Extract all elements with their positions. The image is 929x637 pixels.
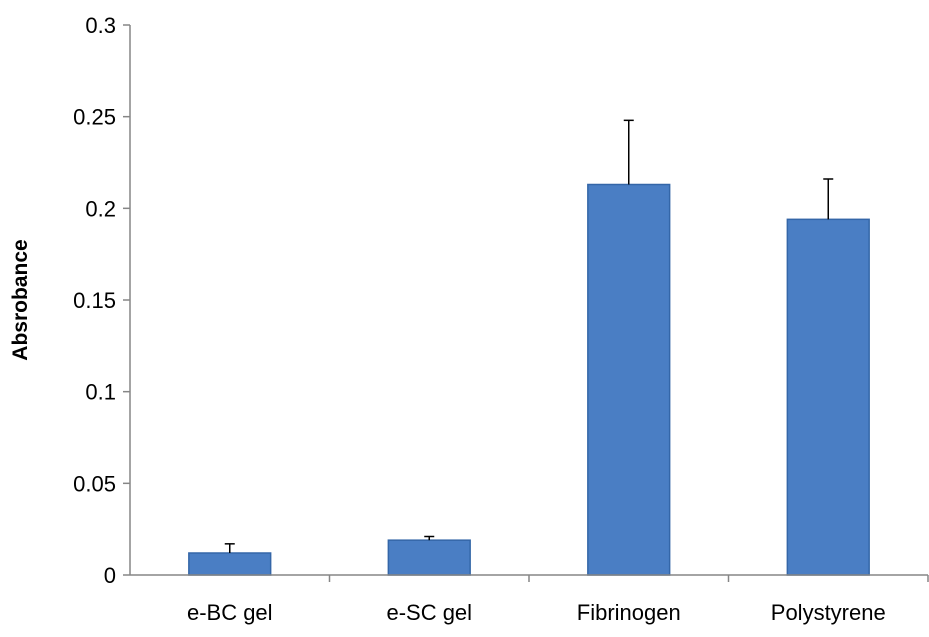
x-category-label: Polystyrene: [771, 600, 886, 625]
bar: [587, 183, 671, 576]
bar: [786, 218, 870, 576]
y-tick-label: 0: [104, 563, 116, 588]
y-tick-label: 0.1: [85, 380, 116, 405]
x-category-label: e-BC gel: [187, 600, 273, 625]
y-tick-label: 0.25: [73, 105, 116, 130]
error-bars-layer: [224, 119, 834, 553]
x-category-label: Fibrinogen: [577, 600, 681, 625]
y-tick-label: 0.15: [73, 288, 116, 313]
bar: [188, 552, 272, 576]
y-tick-label: 0.2: [85, 196, 116, 221]
y-tick-label: 0.3: [85, 13, 116, 38]
bar: [387, 539, 471, 576]
x-ticks: e-BC gel e-SC gel Fibrinogen Polystyrene: [187, 575, 929, 625]
x-category-label: e-SC gel: [386, 600, 472, 625]
y-ticks: 0 0.05 0.1 0.15 0.2 0.25 0.3: [73, 13, 130, 588]
y-axis-label: Absrobance: [9, 239, 32, 360]
y-tick-label: 0.05: [73, 471, 116, 496]
bars-layer: [188, 183, 870, 576]
